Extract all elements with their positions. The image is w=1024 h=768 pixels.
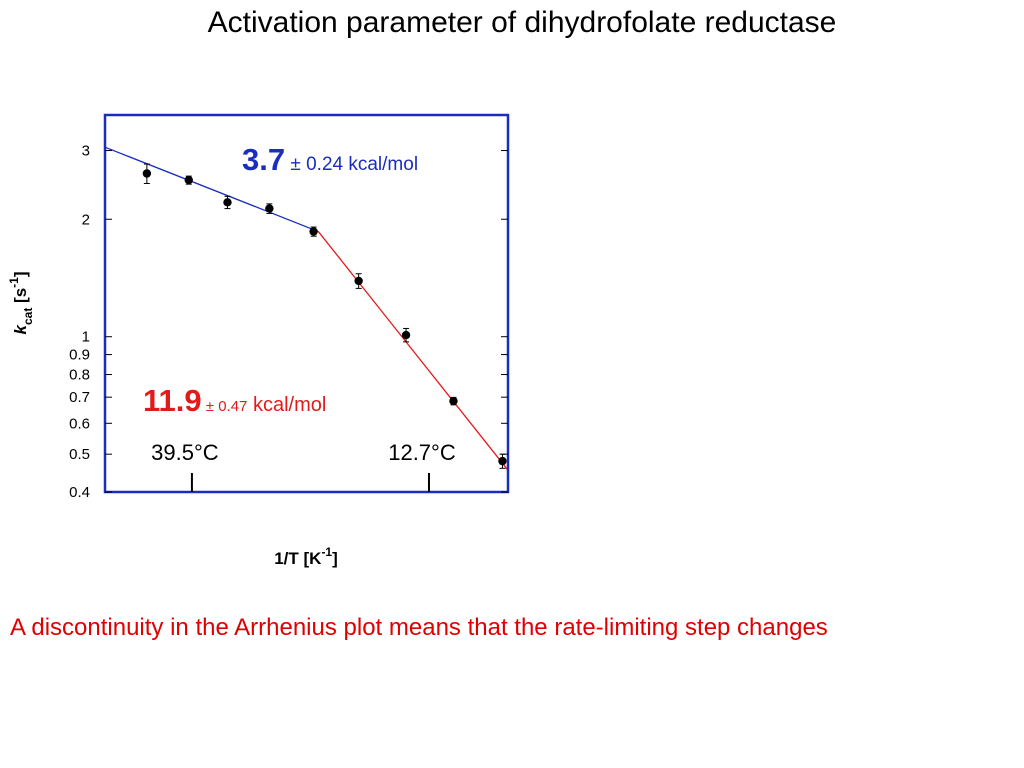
y-tick-label: 0.7 — [69, 389, 90, 406]
y-tick-label: 0.6 — [69, 415, 90, 432]
data-point-3 — [223, 195, 232, 210]
point-marker — [265, 204, 274, 213]
point-marker — [449, 396, 458, 406]
fit-line-2 — [317, 231, 509, 471]
low-temp-activation-energy: 11.9 ± 0.47 kcal/mol — [143, 383, 326, 418]
point-marker — [142, 169, 152, 178]
y-tick-label: 1 — [82, 329, 90, 346]
data-point-8 — [449, 396, 458, 406]
point-marker — [184, 175, 193, 185]
data-point-6 — [354, 273, 363, 289]
slide-title: Activation parameter of dihydrofolate re… — [207, 6, 837, 39]
high-temp-activation-energy: 3.7 ± 0.24 kcal/mol — [242, 142, 418, 177]
temp-marker-1: 39.5°C — [151, 440, 219, 492]
data-point-5 — [309, 226, 318, 237]
point-marker — [223, 198, 232, 207]
data-point-7 — [401, 327, 411, 343]
data-point-4 — [265, 203, 274, 214]
temp-marker-2: 12.7°C — [388, 440, 456, 492]
data-points — [142, 163, 507, 469]
x-axis-label: 1/T [K-1] — [274, 545, 338, 568]
temp-label: 12.7°C — [388, 440, 456, 465]
y-tick-label: 3 — [82, 143, 90, 160]
fit-line-1 — [104, 146, 319, 233]
y-tick-label: 0.4 — [69, 484, 90, 501]
fit-lines — [104, 146, 509, 471]
y-tick-label: 0.5 — [69, 446, 90, 463]
y-axis-label: kcat [s-1] — [7, 272, 35, 335]
data-point-1 — [142, 163, 152, 184]
y-tick-label: 0.9 — [69, 347, 90, 364]
temp-label: 39.5°C — [151, 440, 219, 465]
y-tick-label: 0.8 — [69, 367, 90, 384]
slide-caption: A discontinuity in the Arrhenius plot me… — [10, 614, 828, 641]
axis-ticks — [105, 150, 508, 493]
point-marker — [401, 330, 411, 340]
y-tick-label: 2 — [82, 211, 90, 228]
temperature-markers: 39.5°C 12.7°C — [151, 440, 456, 492]
point-marker — [498, 456, 507, 466]
point-marker — [309, 227, 318, 236]
data-point-9 — [498, 453, 507, 469]
data-point-2 — [184, 175, 193, 185]
point-marker — [354, 276, 363, 286]
tick-labels: 0.00310.00320.00330.00340.00350.00360.40… — [69, 143, 90, 501]
plot-frame — [103, 113, 510, 494]
